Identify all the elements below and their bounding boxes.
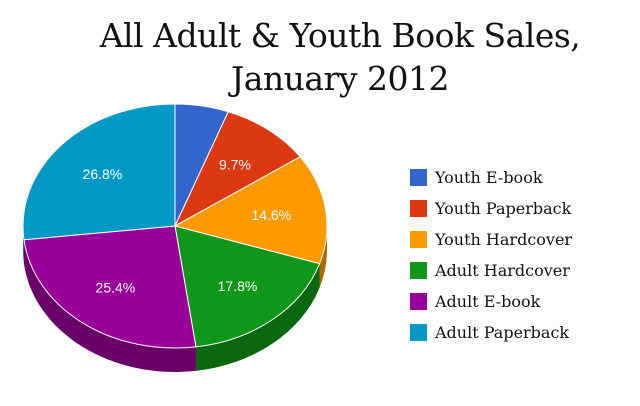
- pie-slice-adult-e-book: [23, 225, 197, 349]
- chart-legend: Youth E-book Youth Paperback Youth Hardcov…: [410, 162, 572, 348]
- legend-item-adult-paperback: Adult Paperback: [410, 317, 572, 348]
- legend-swatch: [410, 262, 427, 279]
- legend-swatch: [410, 324, 427, 341]
- pie-side-adult-hardcover: [195, 263, 320, 371]
- legend-label: Youth Hardcover: [435, 230, 573, 249]
- legend-item-youth-paperback: Youth Paperback: [410, 193, 572, 224]
- chart-title-line2: January 2012: [231, 59, 449, 98]
- pie-slices: [22, 103, 328, 349]
- legend-label: Adult Paperback: [435, 323, 570, 342]
- pie-slice-youth-paperback: [173, 111, 301, 228]
- pie-slice-adult-hardcover: [174, 225, 321, 348]
- legend-item-adult-hardcover: Adult Hardcover: [410, 255, 572, 286]
- legend-swatch: [410, 231, 427, 248]
- pie-side-youth-hardcover: [319, 226, 327, 288]
- pie-data-label-adult-e-book: 25.4%: [96, 280, 136, 296]
- legend-item-youth-hardcover: Youth Hardcover: [410, 224, 572, 255]
- pie-slice-adult-paperback: [22, 103, 176, 241]
- legend-label: Youth Paperback: [435, 199, 572, 218]
- legend-label: Adult Hardcover: [435, 261, 570, 280]
- legend-label: Youth E-book: [435, 168, 543, 187]
- pie-data-label-adult-hardcover: 17.8%: [218, 278, 258, 294]
- legend-swatch: [410, 293, 427, 310]
- legend-swatch: [410, 200, 427, 217]
- legend-item-adult-e-book: Adult E-book: [410, 286, 572, 317]
- pie-data-label-youth-paperback: 9.7%: [219, 157, 251, 173]
- pie-side-adult-e-book: [23, 239, 196, 372]
- legend-item-youth-e-book: Youth E-book: [410, 162, 572, 193]
- chart-title-line1: All Adult & Youth Book Sales,: [99, 16, 581, 55]
- pie-data-label-adult-paperback: 26.8%: [83, 166, 123, 182]
- pie-data-label-youth-hardcover: 14.6%: [251, 207, 291, 223]
- pie-data-labels: 9.7% 14.6% 17.8% 25.4% 26.8%: [83, 157, 292, 296]
- chart-title: All Adult & Youth Book Sales, January 20…: [0, 14, 640, 100]
- legend-label: Adult E-book: [435, 292, 541, 311]
- legend-swatch: [410, 169, 427, 186]
- pie-slice-youth-hardcover: [173, 156, 328, 265]
